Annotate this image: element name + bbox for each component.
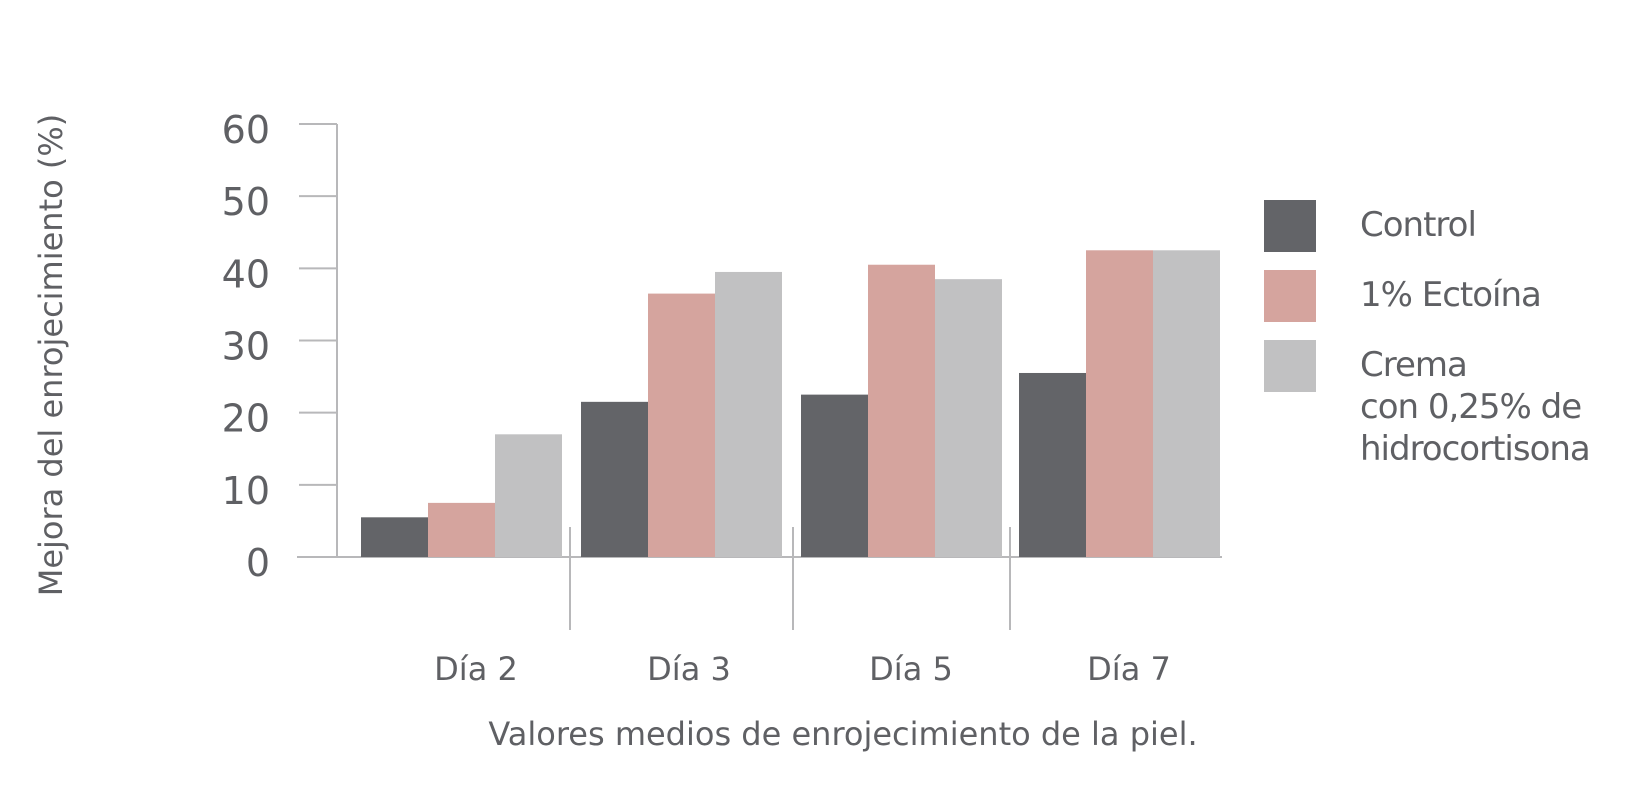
- legend-swatch: [1264, 270, 1316, 322]
- legend-label: Control: [1360, 205, 1476, 245]
- legend-label: Crema: [1360, 345, 1467, 385]
- bar-3-4: [1153, 250, 1220, 557]
- bar-3-3: [935, 279, 1002, 557]
- bar-2-2: [648, 293, 715, 557]
- legend-swatch: [1264, 340, 1316, 392]
- y-tick-label: 60: [222, 108, 270, 152]
- x-axis-title: Valores medios de enrojecimiento de la p…: [488, 715, 1197, 753]
- category-separators: [569, 527, 1011, 630]
- bar-2-3: [868, 264, 935, 557]
- legend-label: 1% Ectoína: [1360, 275, 1541, 315]
- category-label: Día 7: [1087, 650, 1171, 688]
- category-label: Día 5: [869, 650, 953, 688]
- bar-3-2: [715, 271, 782, 557]
- bar-1-3: [801, 394, 868, 557]
- y-tick-label: 40: [222, 252, 270, 296]
- category-label: Día 3: [647, 650, 731, 688]
- bar-2-4: [1086, 250, 1153, 557]
- legend-label: hidrocortisona: [1360, 429, 1590, 469]
- y-ticks: 0 10 20 30 40 50 60: [222, 108, 337, 585]
- bar-1-4: [1019, 372, 1086, 557]
- bar-1-1: [361, 517, 428, 557]
- bar-2-1: [428, 502, 495, 557]
- y-tick-label: 30: [222, 325, 270, 369]
- y-tick-label: 20: [222, 397, 270, 441]
- category-labels: Día 2 Día 3 Día 5 Día 7: [434, 650, 1171, 688]
- y-axis-title: Mejora del enrojecimiento (%): [32, 114, 70, 597]
- category-label: Día 2: [434, 650, 518, 688]
- legend-label: con 0,25% de: [1360, 387, 1581, 427]
- bars: [361, 250, 1220, 557]
- y-tick-label: 10: [222, 469, 270, 513]
- bar-1-2: [581, 401, 648, 557]
- y-tick-label: 50: [222, 180, 270, 224]
- y-tick-label: 0: [246, 541, 270, 585]
- legend-swatch: [1264, 200, 1316, 252]
- bar-3-1: [495, 434, 562, 557]
